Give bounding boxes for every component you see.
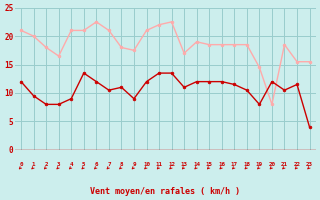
X-axis label: Vent moyen/en rafales ( km/h ): Vent moyen/en rafales ( km/h )	[90, 187, 240, 196]
